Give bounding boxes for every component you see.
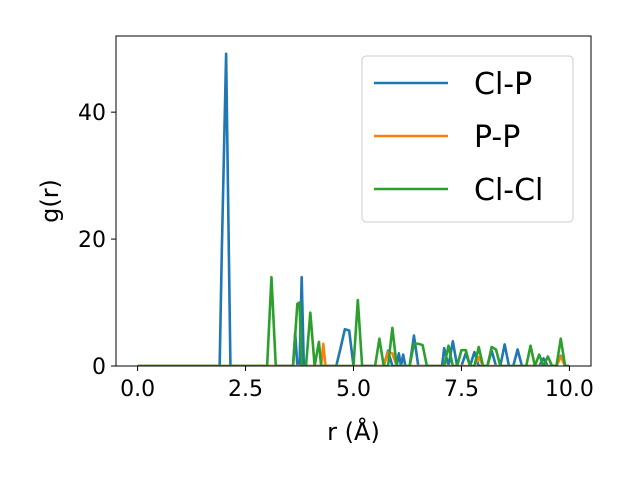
series-line-p-p [137,342,570,366]
x-tick-label: 5.0 [336,377,371,402]
x-tick-label: 10.0 [545,377,594,402]
series-line-cl-p [137,52,567,366]
ticks-layer: 0.0 2.5 5.0 7.5 10.0 0 20 40 [78,101,594,402]
y-tick-label: 0 [92,355,106,380]
x-tick-label: 0.0 [120,377,155,402]
y-tick-label: 20 [78,228,106,253]
y-axis-label: g(r) [36,179,64,223]
x-tick-label: 2.5 [228,377,263,402]
legend: Cl-P P-P Cl-Cl [361,55,574,223]
x-axis-label: r (Å) [327,417,380,446]
legend-label-cl-p: Cl-P [474,67,532,102]
legend-box [361,55,574,223]
legend-label-cl-cl: Cl-Cl [474,173,543,208]
y-tick-label: 40 [78,101,106,126]
legend-label-p-p: P-P [474,120,520,155]
x-tick-label: 7.5 [444,377,479,402]
series-line-cl-cl [137,275,570,366]
series-layer [137,52,570,366]
